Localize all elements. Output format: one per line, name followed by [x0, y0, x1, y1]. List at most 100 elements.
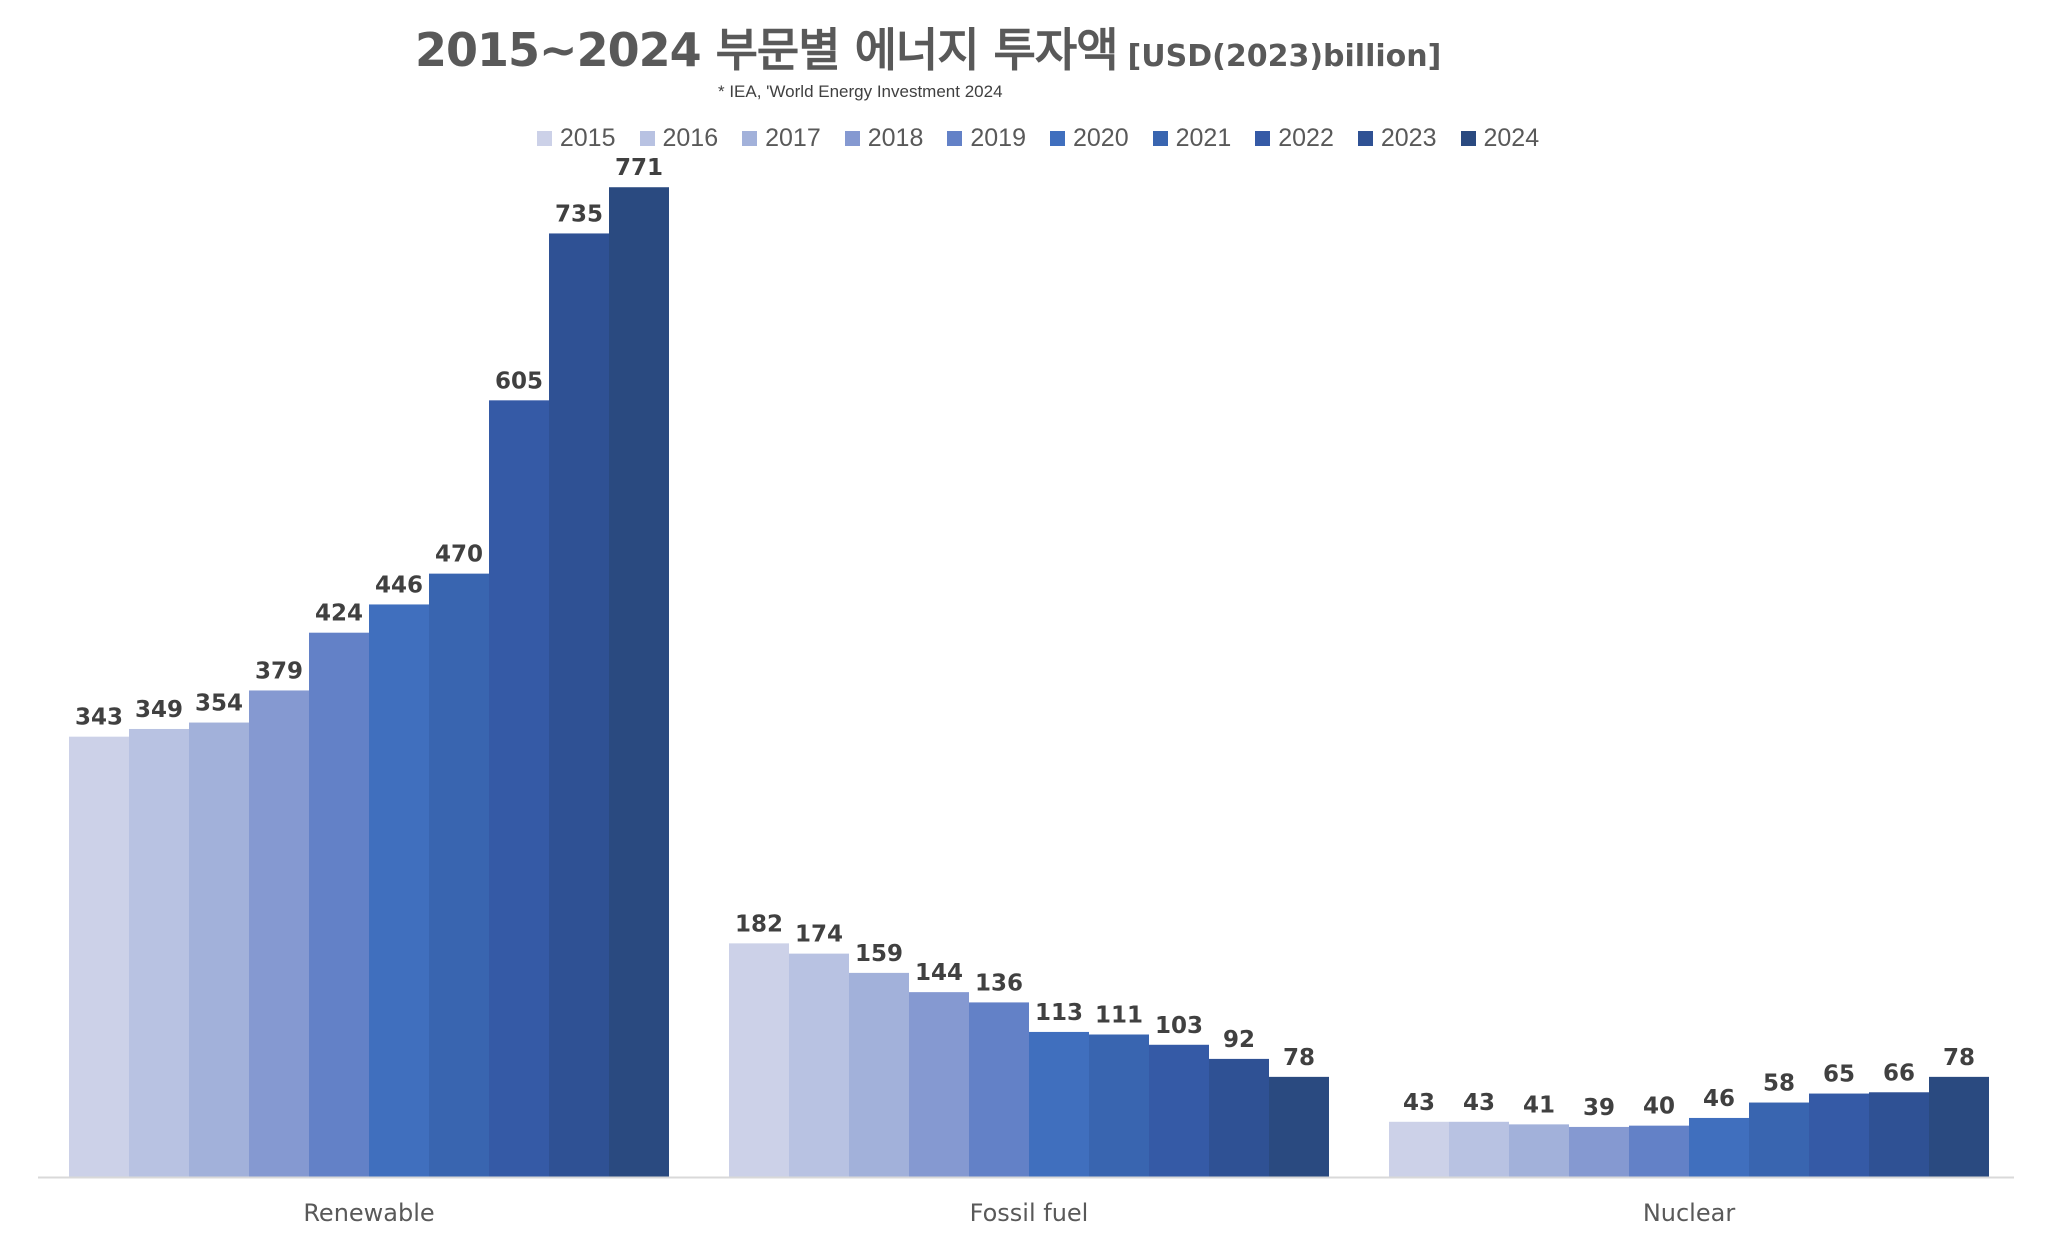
legend-item-2018: 2018: [844, 120, 924, 156]
bar-nuclear-2016: [1449, 1121, 1509, 1177]
data-label-fossil-fuel-2015: 182: [735, 911, 783, 937]
data-label-nuclear-2019: 40: [1643, 1094, 1675, 1120]
bar-fossil-fuel-2015: [729, 943, 789, 1177]
legend-swatch-2015: [536, 130, 552, 146]
bar-nuclear-2021: [1749, 1102, 1809, 1177]
data-label-renewable-2019: 424: [315, 601, 363, 627]
bar-fossil-fuel-2023: [1209, 1058, 1269, 1177]
chart-title-main: 2015~2024 부문별 에너지 투자액: [415, 23, 1119, 77]
chart-source-note: * IEA, 'World Energy Investment 2024: [718, 82, 1003, 101]
legend-item-2017: 2017: [742, 120, 821, 156]
bar-fossil-fuel-2022: [1149, 1044, 1209, 1177]
data-label-nuclear-2023: 66: [1883, 1060, 1915, 1086]
data-label-fossil-fuel-2022: 103: [1155, 1013, 1203, 1039]
legend-label-2024: 2024: [1483, 123, 1540, 152]
category-label-nuclear: Nuclear: [1643, 1199, 1736, 1227]
data-label-renewable-2023: 735: [555, 201, 603, 227]
chart-legend: 2015 2016 2017 2018 2019 2020 2021 2022 2023 2024: [0, 120, 2048, 156]
legend-swatch-2019: [947, 130, 963, 146]
legend-swatch-2020: [1050, 130, 1065, 146]
bar-fossil-fuel-2021: [1089, 1034, 1149, 1177]
bar-nuclear-2024: [1929, 1076, 1989, 1177]
bar-renewable-2024: [609, 187, 669, 1177]
bar-group-renewable: 343 349 354 379 424 446 470 605 735 771: [69, 155, 669, 1178]
data-label-renewable-2015: 343: [75, 705, 123, 731]
category-label-fossil-fuel: Fossil fuel: [970, 1199, 1089, 1227]
legend-swatch-2024: [1460, 130, 1476, 146]
bar-fossil-fuel-2024: [1269, 1076, 1329, 1177]
legend-label-2020: 2020: [1073, 123, 1129, 152]
legend-swatch-2022: [1255, 130, 1271, 146]
data-label-renewable-2017: 354: [195, 691, 243, 717]
bar-renewable-2017: [189, 722, 249, 1177]
legend-item-2021: 2021: [1152, 120, 1232, 156]
data-label-nuclear-2017: 41: [1523, 1092, 1555, 1118]
legend-item-2023: 2023: [1357, 120, 1437, 156]
legend-item-2024: 2024: [1460, 120, 1540, 156]
data-label-nuclear-2024: 78: [1943, 1045, 1975, 1071]
data-label-nuclear-2015: 43: [1403, 1090, 1435, 1116]
bar-renewable-2015: [69, 736, 129, 1177]
bar-fossil-fuel-2017: [849, 972, 909, 1177]
legend-swatch-2023: [1357, 130, 1373, 146]
legend-label-2016: 2016: [662, 123, 719, 152]
bar-nuclear-2019: [1629, 1125, 1689, 1177]
data-label-renewable-2018: 379: [255, 658, 303, 684]
bar-nuclear-2018: [1569, 1126, 1629, 1177]
category-label-renewable: Renewable: [303, 1199, 434, 1227]
bar-fossil-fuel-2016: [789, 953, 849, 1177]
data-label-fossil-fuel-2017: 159: [855, 941, 903, 967]
data-label-nuclear-2020: 46: [1703, 1086, 1735, 1112]
bar-renewable-2022: [489, 400, 549, 1177]
legend-label-2017: 2017: [765, 123, 821, 152]
data-label-fossil-fuel-2024: 78: [1283, 1045, 1315, 1071]
data-label-fossil-fuel-2021: 111: [1095, 1003, 1143, 1029]
bar-fossil-fuel-2019: [969, 1002, 1029, 1177]
legend-item-2016: 2016: [639, 120, 719, 156]
bar-fossil-fuel-2018: [909, 992, 969, 1177]
bar-renewable-2016: [129, 728, 189, 1177]
legend-swatch-2016: [639, 130, 655, 146]
data-label-fossil-fuel-2019: 136: [975, 970, 1023, 996]
bar-renewable-2023: [549, 233, 609, 1178]
data-label-nuclear-2022: 65: [1823, 1062, 1855, 1088]
legend-swatch-2018: [844, 130, 860, 146]
data-label-nuclear-2021: 58: [1763, 1071, 1795, 1097]
bar-renewable-2020: [369, 604, 429, 1177]
data-label-renewable-2024: 771: [615, 155, 663, 181]
legend-item-2015: 2015: [536, 120, 616, 156]
legend-label-2023: 2023: [1380, 123, 1437, 152]
data-label-fossil-fuel-2016: 174: [795, 922, 843, 948]
bar-group-fossil-fuel: 182 174 159 144 136 113 111 103 92 78: [729, 911, 1329, 1177]
bar-nuclear-2022: [1809, 1093, 1869, 1177]
bar-renewable-2019: [309, 632, 369, 1177]
data-label-renewable-2022: 605: [495, 368, 543, 394]
data-label-nuclear-2018: 39: [1583, 1095, 1615, 1121]
bar-nuclear-2017: [1509, 1124, 1569, 1177]
legend-item-2020: 2020: [1050, 120, 1129, 156]
data-label-fossil-fuel-2020: 113: [1035, 1000, 1083, 1026]
bar-nuclear-2020: [1689, 1117, 1749, 1177]
bar-renewable-2021: [429, 573, 489, 1177]
legend-label-2019: 2019: [970, 123, 1026, 152]
legend-label-2022: 2022: [1278, 123, 1334, 152]
chart-title-unit: [USD(2023)billion]: [1127, 39, 1442, 74]
bar-group-nuclear: 43 43 41 39 40 46 58 65 66 78: [1389, 1045, 1989, 1177]
data-label-renewable-2021: 470: [435, 542, 483, 568]
legend-swatch-2021: [1152, 130, 1168, 146]
title-block: 2015~2024 부문별 에너지 투자액 [USD(2023)billion] …: [0, 0, 2048, 160]
legend-item-2022: 2022: [1255, 120, 1334, 156]
legend-swatch-2017: [742, 130, 758, 146]
data-label-fossil-fuel-2018: 144: [915, 960, 963, 986]
data-label-renewable-2020: 446: [375, 572, 423, 598]
bar-nuclear-2023: [1869, 1092, 1929, 1177]
chart-title: 2015~2024 부문별 에너지 투자액 [USD(2023)billion]: [415, 14, 1441, 80]
data-label-nuclear-2016: 43: [1463, 1090, 1495, 1116]
bar-nuclear-2015: [1389, 1121, 1449, 1177]
legend-label-2018: 2018: [867, 123, 924, 152]
data-label-fossil-fuel-2023: 92: [1223, 1027, 1255, 1053]
legend-label-2021: 2021: [1175, 123, 1232, 152]
bar-renewable-2018: [249, 690, 309, 1177]
legend-item-2019: 2019: [947, 120, 1026, 156]
